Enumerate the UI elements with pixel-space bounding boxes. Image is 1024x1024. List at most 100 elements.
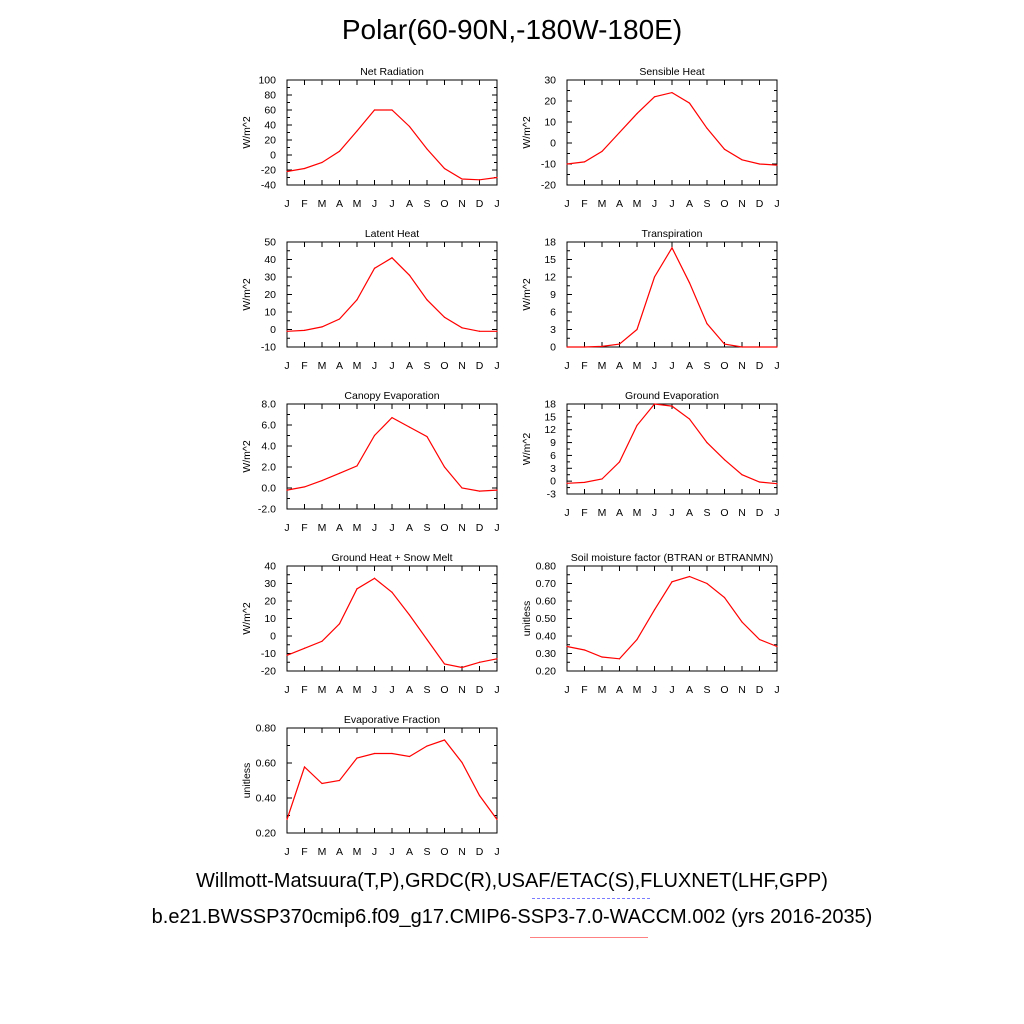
y-tick-label: 3 <box>550 463 556 475</box>
data-point <box>443 167 446 170</box>
x-tick-label: J <box>774 198 779 210</box>
series-line-model <box>286 109 498 181</box>
data-point <box>443 663 446 665</box>
x-tick-label: J <box>564 198 569 210</box>
data-point <box>618 343 621 345</box>
y-tick-label: 0 <box>270 324 276 336</box>
y-tick-label: 0.40 <box>536 631 557 643</box>
data-point <box>496 489 498 491</box>
data-point <box>321 326 323 328</box>
chart-title: Ground Evaporation <box>625 390 719 402</box>
data-point <box>671 581 673 583</box>
x-tick-label: M <box>353 846 362 858</box>
data-point <box>723 148 726 150</box>
x-tick-label: M <box>598 360 607 372</box>
x-tick-label: N <box>458 684 466 696</box>
y-tick-label: 10 <box>264 613 276 625</box>
x-tick-label: J <box>372 198 377 210</box>
y-tick-label: 18 <box>544 237 556 249</box>
y-tick-label: 0.20 <box>536 666 557 678</box>
x-tick-label: D <box>476 684 484 696</box>
data-point <box>688 418 691 420</box>
x-tick-label: D <box>756 684 764 696</box>
legend-model-label: b.e21.BWSSP370cmip6.f09_g17.CMIP6-SSP3-7… <box>151 906 873 928</box>
x-tick-label: J <box>652 507 657 519</box>
x-tick-label: M <box>598 198 607 210</box>
y-tick-label: 10 <box>264 307 276 319</box>
data-point <box>373 267 376 269</box>
x-tick-label: A <box>686 198 693 210</box>
y-tick-label: 10 <box>544 117 556 129</box>
data-point <box>478 794 481 797</box>
x-tick-label: M <box>633 684 642 696</box>
y-tick-label: 20 <box>544 96 556 108</box>
data-point <box>303 766 306 768</box>
data-point <box>496 818 498 821</box>
chart-title: Latent Heat <box>365 228 419 240</box>
data-point <box>478 330 481 332</box>
y-tick-label: 4.0 <box>261 441 276 453</box>
chart-title: Transpiration <box>642 228 703 240</box>
data-point <box>443 316 446 318</box>
y-tick-label: 0.0 <box>261 483 276 495</box>
y-tick-label: 12 <box>544 272 556 284</box>
data-point <box>356 130 358 132</box>
x-tick-label: F <box>301 198 307 210</box>
data-point <box>321 161 323 164</box>
x-tick-label: A <box>686 360 693 372</box>
y-tick-label: 0 <box>550 342 556 354</box>
data-point <box>478 490 481 492</box>
data-point <box>601 656 603 658</box>
x-tick-label: A <box>406 684 413 696</box>
series-line-model <box>566 575 778 660</box>
y-tick-label: -3 <box>547 489 556 501</box>
data-point <box>356 465 358 467</box>
y-tick-label: 30 <box>264 578 276 590</box>
x-tick-label: O <box>440 198 448 210</box>
x-tick-label: J <box>669 684 674 696</box>
data-point <box>741 621 743 623</box>
chart-panel: Canopy Evaporation W/m^2 8.0 6.0 4.0 2.0 0.0 -2… <box>241 390 500 534</box>
legend-observations-swatch <box>532 898 650 899</box>
data-point <box>443 466 446 468</box>
chart-title: Ground Heat + Snow Melt <box>331 552 452 564</box>
data-point <box>636 424 638 427</box>
x-tick-label: J <box>652 684 657 696</box>
plot-frame <box>286 79 498 186</box>
plot-frame <box>286 565 498 672</box>
data-point <box>776 346 778 348</box>
y-tick-label: 20 <box>264 596 276 608</box>
x-tick-label: J <box>669 198 674 210</box>
data-point <box>601 345 603 348</box>
data-point <box>391 591 393 593</box>
data-point <box>636 328 638 331</box>
x-tick-label: F <box>301 684 307 696</box>
data-point <box>653 609 656 611</box>
y-tick-label: 6 <box>550 307 556 319</box>
y-tick-label: 0.30 <box>536 648 557 660</box>
data-point <box>706 323 708 325</box>
x-tick-label: J <box>494 522 499 534</box>
data-point <box>373 109 376 111</box>
x-tick-label: A <box>686 507 693 519</box>
data-point <box>321 640 323 642</box>
data-point <box>566 346 568 348</box>
x-tick-label: J <box>284 360 289 372</box>
data-point <box>286 330 288 332</box>
chart-panel: Soil moisture factor (BTRAN or BTRANMN) u… <box>521 552 780 696</box>
x-tick-label: J <box>284 684 289 696</box>
y-tick-label: 0.20 <box>256 828 277 840</box>
x-tick-label: M <box>318 684 327 696</box>
x-tick-label: J <box>389 198 394 210</box>
data-point <box>303 329 306 331</box>
data-point <box>478 661 481 663</box>
chart-title: Canopy Evaporation <box>344 390 439 402</box>
x-tick-label: S <box>703 198 710 210</box>
x-tick-label: J <box>389 360 394 372</box>
data-point <box>741 474 743 476</box>
data-point <box>671 92 673 94</box>
series-line-model <box>566 403 778 485</box>
data-point <box>426 299 428 301</box>
x-tick-label: S <box>703 360 710 372</box>
